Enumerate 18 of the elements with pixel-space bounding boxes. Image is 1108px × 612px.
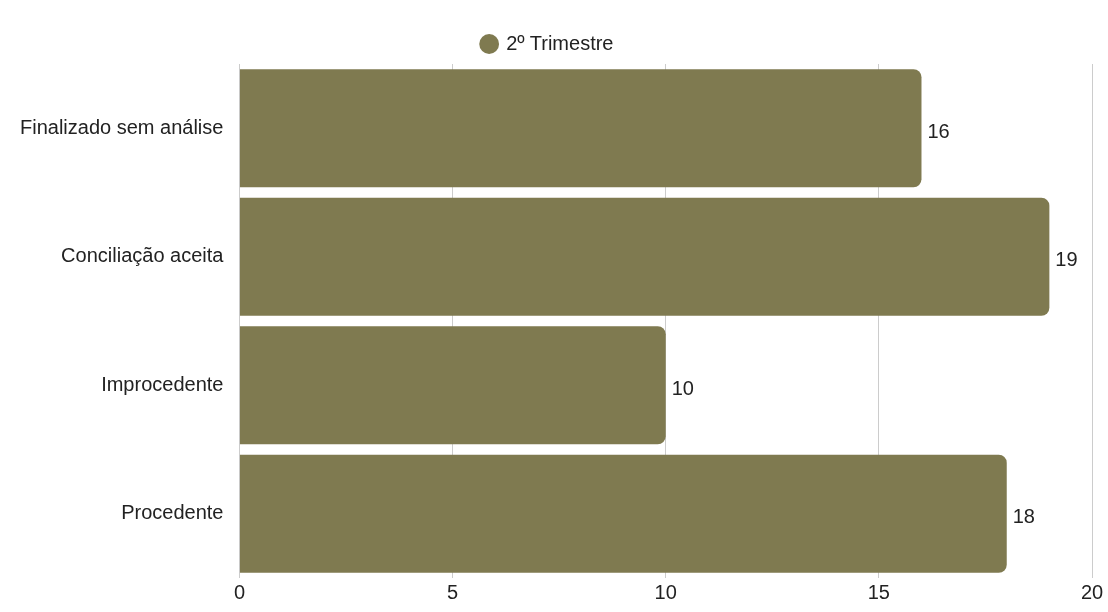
x-tick-label: 5 bbox=[447, 580, 459, 603]
y-tick-label: Conciliação aceita bbox=[61, 244, 225, 267]
x-tick-label: 15 bbox=[867, 580, 890, 603]
bar bbox=[239, 69, 922, 188]
data-label: 16 bbox=[927, 119, 950, 142]
y-tick-label: Improcedente bbox=[101, 372, 224, 395]
bar bbox=[239, 454, 1007, 573]
data-label: 18 bbox=[1012, 505, 1035, 528]
x-tick-label: 10 bbox=[654, 580, 677, 603]
x-tick-label: 20 bbox=[1080, 580, 1104, 603]
data-label: 19 bbox=[1055, 248, 1078, 271]
y-tick-label: Finalizado sem análise bbox=[20, 115, 224, 138]
bar bbox=[239, 197, 1050, 316]
bar bbox=[239, 326, 666, 445]
legend-label: 2º Trimestre bbox=[506, 31, 614, 54]
data-label: 10 bbox=[671, 376, 694, 399]
x-tick-label: 0 bbox=[233, 580, 245, 603]
y-tick-label: Procedente bbox=[121, 501, 224, 524]
